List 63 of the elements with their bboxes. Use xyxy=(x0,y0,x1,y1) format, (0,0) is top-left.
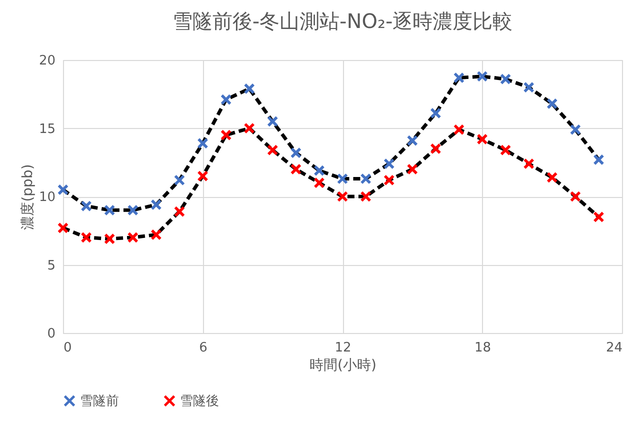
point xyxy=(150,229,162,240)
y-axis-title: 濃度(ppb) xyxy=(20,164,36,230)
point xyxy=(314,164,325,176)
point xyxy=(523,158,534,170)
y-tick-label: 10 xyxy=(38,190,56,205)
x-tick-label: 6 xyxy=(199,340,208,356)
point xyxy=(150,199,162,210)
point xyxy=(80,200,92,212)
point xyxy=(80,232,92,244)
y-tick-label: 20 xyxy=(38,54,56,68)
point xyxy=(244,83,255,94)
point xyxy=(57,184,69,196)
point xyxy=(476,70,488,82)
x-axis-title: 時間(小時) xyxy=(310,358,376,374)
point xyxy=(500,74,512,85)
point xyxy=(127,232,138,244)
point xyxy=(127,204,138,216)
point xyxy=(104,233,116,244)
point xyxy=(220,94,232,106)
point xyxy=(267,116,278,128)
point xyxy=(430,108,442,119)
legend-label: 雪隧後 xyxy=(180,394,219,409)
point xyxy=(290,147,302,158)
point xyxy=(104,204,116,216)
x-tick-label: 0 xyxy=(64,340,72,356)
point xyxy=(453,124,465,136)
point xyxy=(197,170,208,182)
point xyxy=(406,134,418,146)
point xyxy=(570,124,581,136)
point xyxy=(290,164,302,175)
point xyxy=(593,211,604,223)
point xyxy=(336,190,348,202)
point xyxy=(500,144,512,156)
point xyxy=(523,82,534,93)
point xyxy=(384,174,395,186)
point xyxy=(546,98,558,110)
point xyxy=(220,129,232,141)
point xyxy=(384,158,395,170)
point xyxy=(314,177,325,188)
point xyxy=(593,154,604,166)
point xyxy=(360,173,372,184)
y-tick-label: 15 xyxy=(38,122,56,137)
point xyxy=(267,144,278,156)
point xyxy=(476,134,488,145)
point xyxy=(546,172,558,183)
point xyxy=(244,122,255,134)
x-tick-label: 24 xyxy=(606,340,622,356)
point xyxy=(174,174,186,186)
y-tick-label: 0 xyxy=(47,326,56,342)
point xyxy=(57,222,69,234)
x-tick-label: 18 xyxy=(474,340,492,356)
y-tick-label: 5 xyxy=(47,258,56,274)
point xyxy=(197,138,208,149)
point xyxy=(360,190,372,202)
point xyxy=(406,164,418,175)
point xyxy=(570,190,581,202)
point xyxy=(336,173,348,184)
point xyxy=(453,72,465,84)
point xyxy=(174,206,186,218)
point xyxy=(430,143,442,154)
x-tick-label: 12 xyxy=(334,340,352,356)
legend-label: 雪隧前 xyxy=(80,394,119,409)
chart-title: 雪隧前後-冬山測站-NO₂-逐時濃度比較 xyxy=(172,9,513,33)
